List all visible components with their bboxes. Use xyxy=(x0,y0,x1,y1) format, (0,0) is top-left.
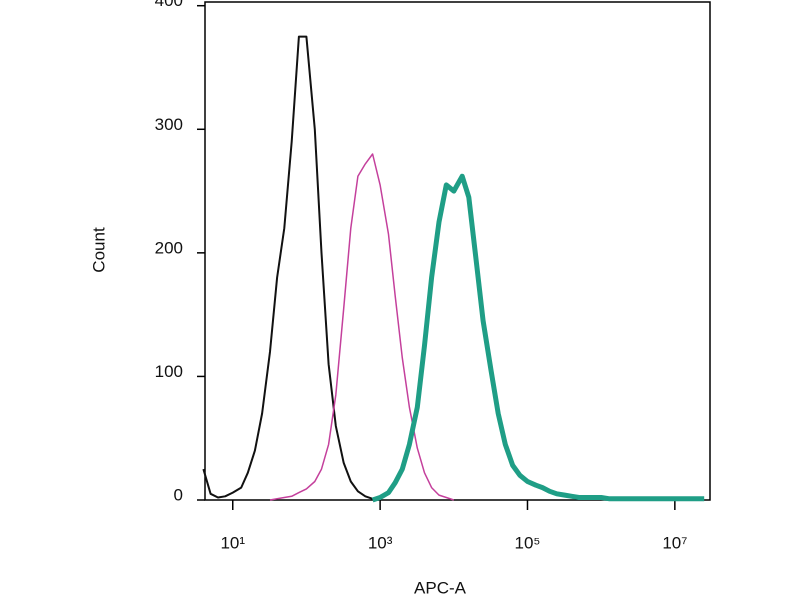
y-tick-label: 400 xyxy=(155,0,183,10)
y-tick-label: 0 xyxy=(174,485,183,504)
x-axis-label: APC-A xyxy=(414,578,467,597)
x-tick-label: 10⁷ xyxy=(662,533,687,552)
y-tick-label: 300 xyxy=(155,115,183,134)
x-tick-label: 10³ xyxy=(368,533,393,552)
histogram-line xyxy=(371,173,705,503)
y-axis-label: Count xyxy=(89,227,108,273)
histogram-line xyxy=(202,35,381,501)
x-tick-label: 10¹ xyxy=(220,533,245,552)
histogram-line xyxy=(269,153,455,501)
y-tick-label: 100 xyxy=(155,362,183,381)
plot-frame xyxy=(204,1,711,501)
y-tick-label: 200 xyxy=(155,238,183,257)
x-tick-label: 10⁵ xyxy=(514,533,540,552)
